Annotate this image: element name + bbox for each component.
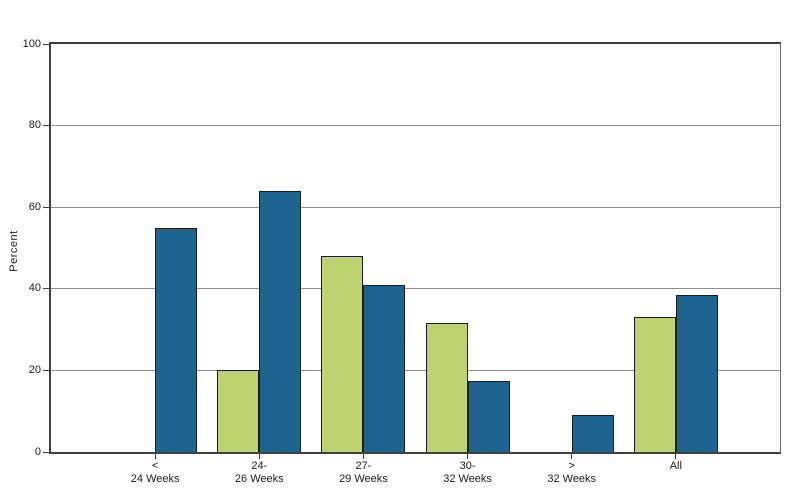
x-tick-mark [258, 454, 260, 459]
x-category-label-line: 29 Weeks [339, 473, 388, 485]
x-category-label: 30- 32 Weeks [423, 460, 513, 486]
bar-blue [155, 227, 198, 452]
bar-blue [467, 380, 510, 452]
x-tick-mark [467, 454, 469, 459]
gridline [51, 206, 780, 208]
bar-green [425, 323, 468, 452]
gridline [51, 288, 780, 290]
bar-green [633, 317, 676, 452]
x-category-label: 27- 29 Weeks [318, 460, 408, 486]
x-category-label-line: > [568, 460, 575, 472]
y-tick-mark [43, 451, 49, 453]
y-tick-mark [43, 206, 49, 208]
x-tick-mark [154, 454, 156, 459]
x-category-label-line: 32 Weeks [443, 473, 492, 485]
gridline [51, 369, 780, 371]
y-tick-label: 60 [28, 200, 41, 213]
x-category-label: All [631, 460, 721, 473]
bar-blue [675, 294, 718, 452]
y-tick-label: 80 [28, 119, 41, 132]
y-tick-label: 100 [22, 37, 41, 50]
x-category-label-line: 30- [459, 460, 476, 472]
x-category-label: >32 Weeks [527, 460, 617, 486]
y-tick-mark [43, 288, 49, 290]
bar-green [217, 370, 260, 452]
gridline [51, 125, 780, 127]
x-tick-mark [362, 454, 364, 459]
bar-blue [571, 415, 614, 452]
plot-area: 0 20 40 60 80 100 <24 Weeks 24- 26 Weeks 27- 29 We… [23, 38, 781, 485]
y-tick-mark [43, 125, 49, 127]
bar-blue [363, 284, 406, 452]
x-category-label: <24 Weeks [110, 460, 200, 486]
y-tick-label: 40 [28, 282, 41, 295]
x-category-label-line: 27- [355, 460, 372, 472]
y-tick-mark [43, 43, 49, 45]
x-category-label-line: 32 Weeks [547, 473, 597, 485]
x-category-label-line: 24 Weeks [130, 473, 180, 485]
x-category-label-line: < [151, 460, 159, 472]
bar-blue [259, 190, 302, 452]
x-category-label-line: All [669, 460, 682, 472]
x-category-label-line: 26 Weeks [234, 473, 284, 485]
y-tick-mark [43, 369, 49, 371]
y-axis-title: Percent [8, 230, 20, 272]
x-tick-mark [571, 454, 573, 459]
x-tick-mark [675, 454, 677, 459]
y-tick-label: 0 [34, 445, 41, 458]
bar-green [321, 256, 364, 452]
y-tick-label: 20 [28, 363, 41, 376]
x-category-label: 24- 26 Weeks [214, 460, 304, 486]
x-category-label-line: 24- [251, 460, 268, 472]
